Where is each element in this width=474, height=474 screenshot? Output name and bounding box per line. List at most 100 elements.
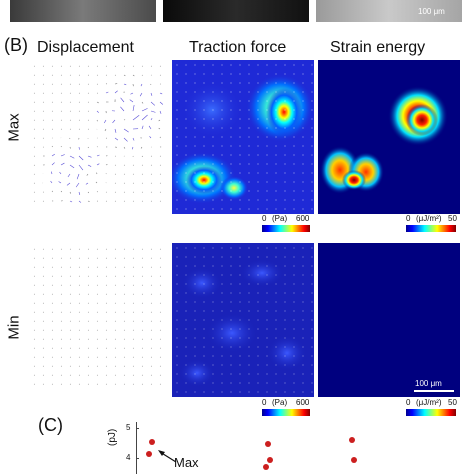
traction-grid-dot: [230, 199, 232, 201]
traction-grid-dot: [275, 64, 277, 66]
strain-map-min: 100 μm: [318, 243, 460, 397]
traction-grid-dot: [212, 82, 214, 84]
traction-grid-dot: [221, 283, 223, 285]
traction-grid-dot: [194, 319, 196, 321]
traction-grid-dot: [275, 172, 277, 174]
traction-grid-dot: [194, 391, 196, 393]
traction-grid-dot: [257, 292, 259, 294]
traction-grid-dot: [176, 364, 178, 366]
strain-colorbar-max-min-row: 50: [448, 398, 457, 407]
traction-grid-dot: [248, 127, 250, 129]
traction-grid-dot: [311, 172, 313, 174]
traction-grid-dot: [230, 154, 232, 156]
traction-grid-dot: [176, 355, 178, 357]
traction-grid-dot: [203, 73, 205, 75]
traction-grid-dot: [185, 100, 187, 102]
traction-grid-dot: [176, 127, 178, 129]
displacement-vector: [114, 137, 119, 141]
traction-grid-dot: [302, 373, 304, 375]
traction-grid-dot: [203, 292, 205, 294]
traction-grid-dot: [203, 64, 205, 66]
panel-b-letter: (B): [4, 35, 28, 55]
traction-grid-dot: [284, 208, 286, 210]
traction-grid-dot: [230, 301, 232, 303]
traction-grid-dot: [275, 109, 277, 111]
traction-grid-dot: [176, 163, 178, 165]
traction-grid-dot: [248, 100, 250, 102]
traction-grid-dot: [293, 355, 295, 357]
traction-grid-dot: [239, 319, 241, 321]
traction-grid-dot: [194, 265, 196, 267]
traction-grid-dot: [239, 136, 241, 138]
traction-grid-dot: [185, 283, 187, 285]
traction-grid-dot: [266, 91, 268, 93]
displacement-vector: [123, 137, 128, 142]
scale-bar: [414, 390, 454, 392]
traction-grid-dot: [221, 373, 223, 375]
displacement-vector: [104, 128, 107, 132]
traction-grid-dot: [293, 64, 295, 66]
traction-grid-dot: [266, 127, 268, 129]
traction-grid-dot: [266, 337, 268, 339]
traction-grid-dot: [221, 364, 223, 366]
traction-grid-dot: [284, 64, 286, 66]
scale-bar-label: 100 μm: [415, 379, 442, 388]
traction-grid-dot: [275, 247, 277, 249]
traction-grid-dot: [221, 301, 223, 303]
data-point: [265, 441, 271, 447]
traction-grid-dot: [221, 337, 223, 339]
data-point: [351, 457, 357, 463]
traction-grid-dot: [185, 163, 187, 165]
traction-grid-dot: [230, 391, 232, 393]
traction-grid-dot: [257, 355, 259, 357]
traction-grid-dot: [257, 337, 259, 339]
displacement-vector: [96, 154, 100, 157]
traction-grid-dot: [257, 328, 259, 330]
traction-grid-dot: [275, 73, 277, 75]
displacement-vector: [131, 146, 134, 150]
traction-colorbar-max-min-row: 600: [296, 398, 310, 407]
traction-grid-dot: [194, 256, 196, 258]
traction-grid-dot: [257, 391, 259, 393]
traction-grid-dot: [185, 136, 187, 138]
traction-grid-dot: [239, 247, 241, 249]
traction-grid-dot: [185, 127, 187, 129]
data-point: [149, 439, 155, 445]
traction-grid-dot: [194, 82, 196, 84]
traction-grid-dot: [194, 199, 196, 201]
traction-grid-dot: [248, 328, 250, 330]
traction-grid-dot: [176, 154, 178, 156]
traction-grid-dot: [311, 247, 313, 249]
traction-grid-dot: [185, 73, 187, 75]
traction-grid-dot: [203, 127, 205, 129]
traction-grid-dot: [230, 256, 232, 258]
traction-grid-dot: [185, 91, 187, 93]
traction-grid-dot: [212, 256, 214, 258]
traction-grid-dot: [176, 145, 178, 147]
traction-colorbar-max-row: [262, 225, 310, 232]
traction-grid-dot: [221, 91, 223, 93]
traction-grid-dot: [212, 247, 214, 249]
traction-grid-dot: [257, 346, 259, 348]
traction-grid-dot: [275, 310, 277, 312]
traction-grid-dot: [221, 310, 223, 312]
traction-grid-dot: [176, 319, 178, 321]
displacement-vector: [87, 191, 90, 194]
displacement-vector: [51, 145, 53, 148]
traction-grid-dot: [248, 145, 250, 147]
traction-grid-dot: [239, 391, 241, 393]
row-label-max: Max: [5, 113, 23, 142]
traction-grid-dot: [176, 292, 178, 294]
traction-grid-dot: [212, 100, 214, 102]
traction-grid-dot: [302, 190, 304, 192]
traction-grid-dot: [230, 265, 232, 267]
traction-grid-dot: [221, 136, 223, 138]
traction-grid-dot: [221, 181, 223, 183]
displacement-vector: [76, 173, 80, 180]
traction-grid-dot: [293, 199, 295, 201]
traction-grid-dot: [275, 265, 277, 267]
traction-grid-dot: [257, 118, 259, 120]
traction-grid-dot: [239, 64, 241, 66]
traction-grid-dot: [248, 64, 250, 66]
traction-grid-dot: [266, 274, 268, 276]
